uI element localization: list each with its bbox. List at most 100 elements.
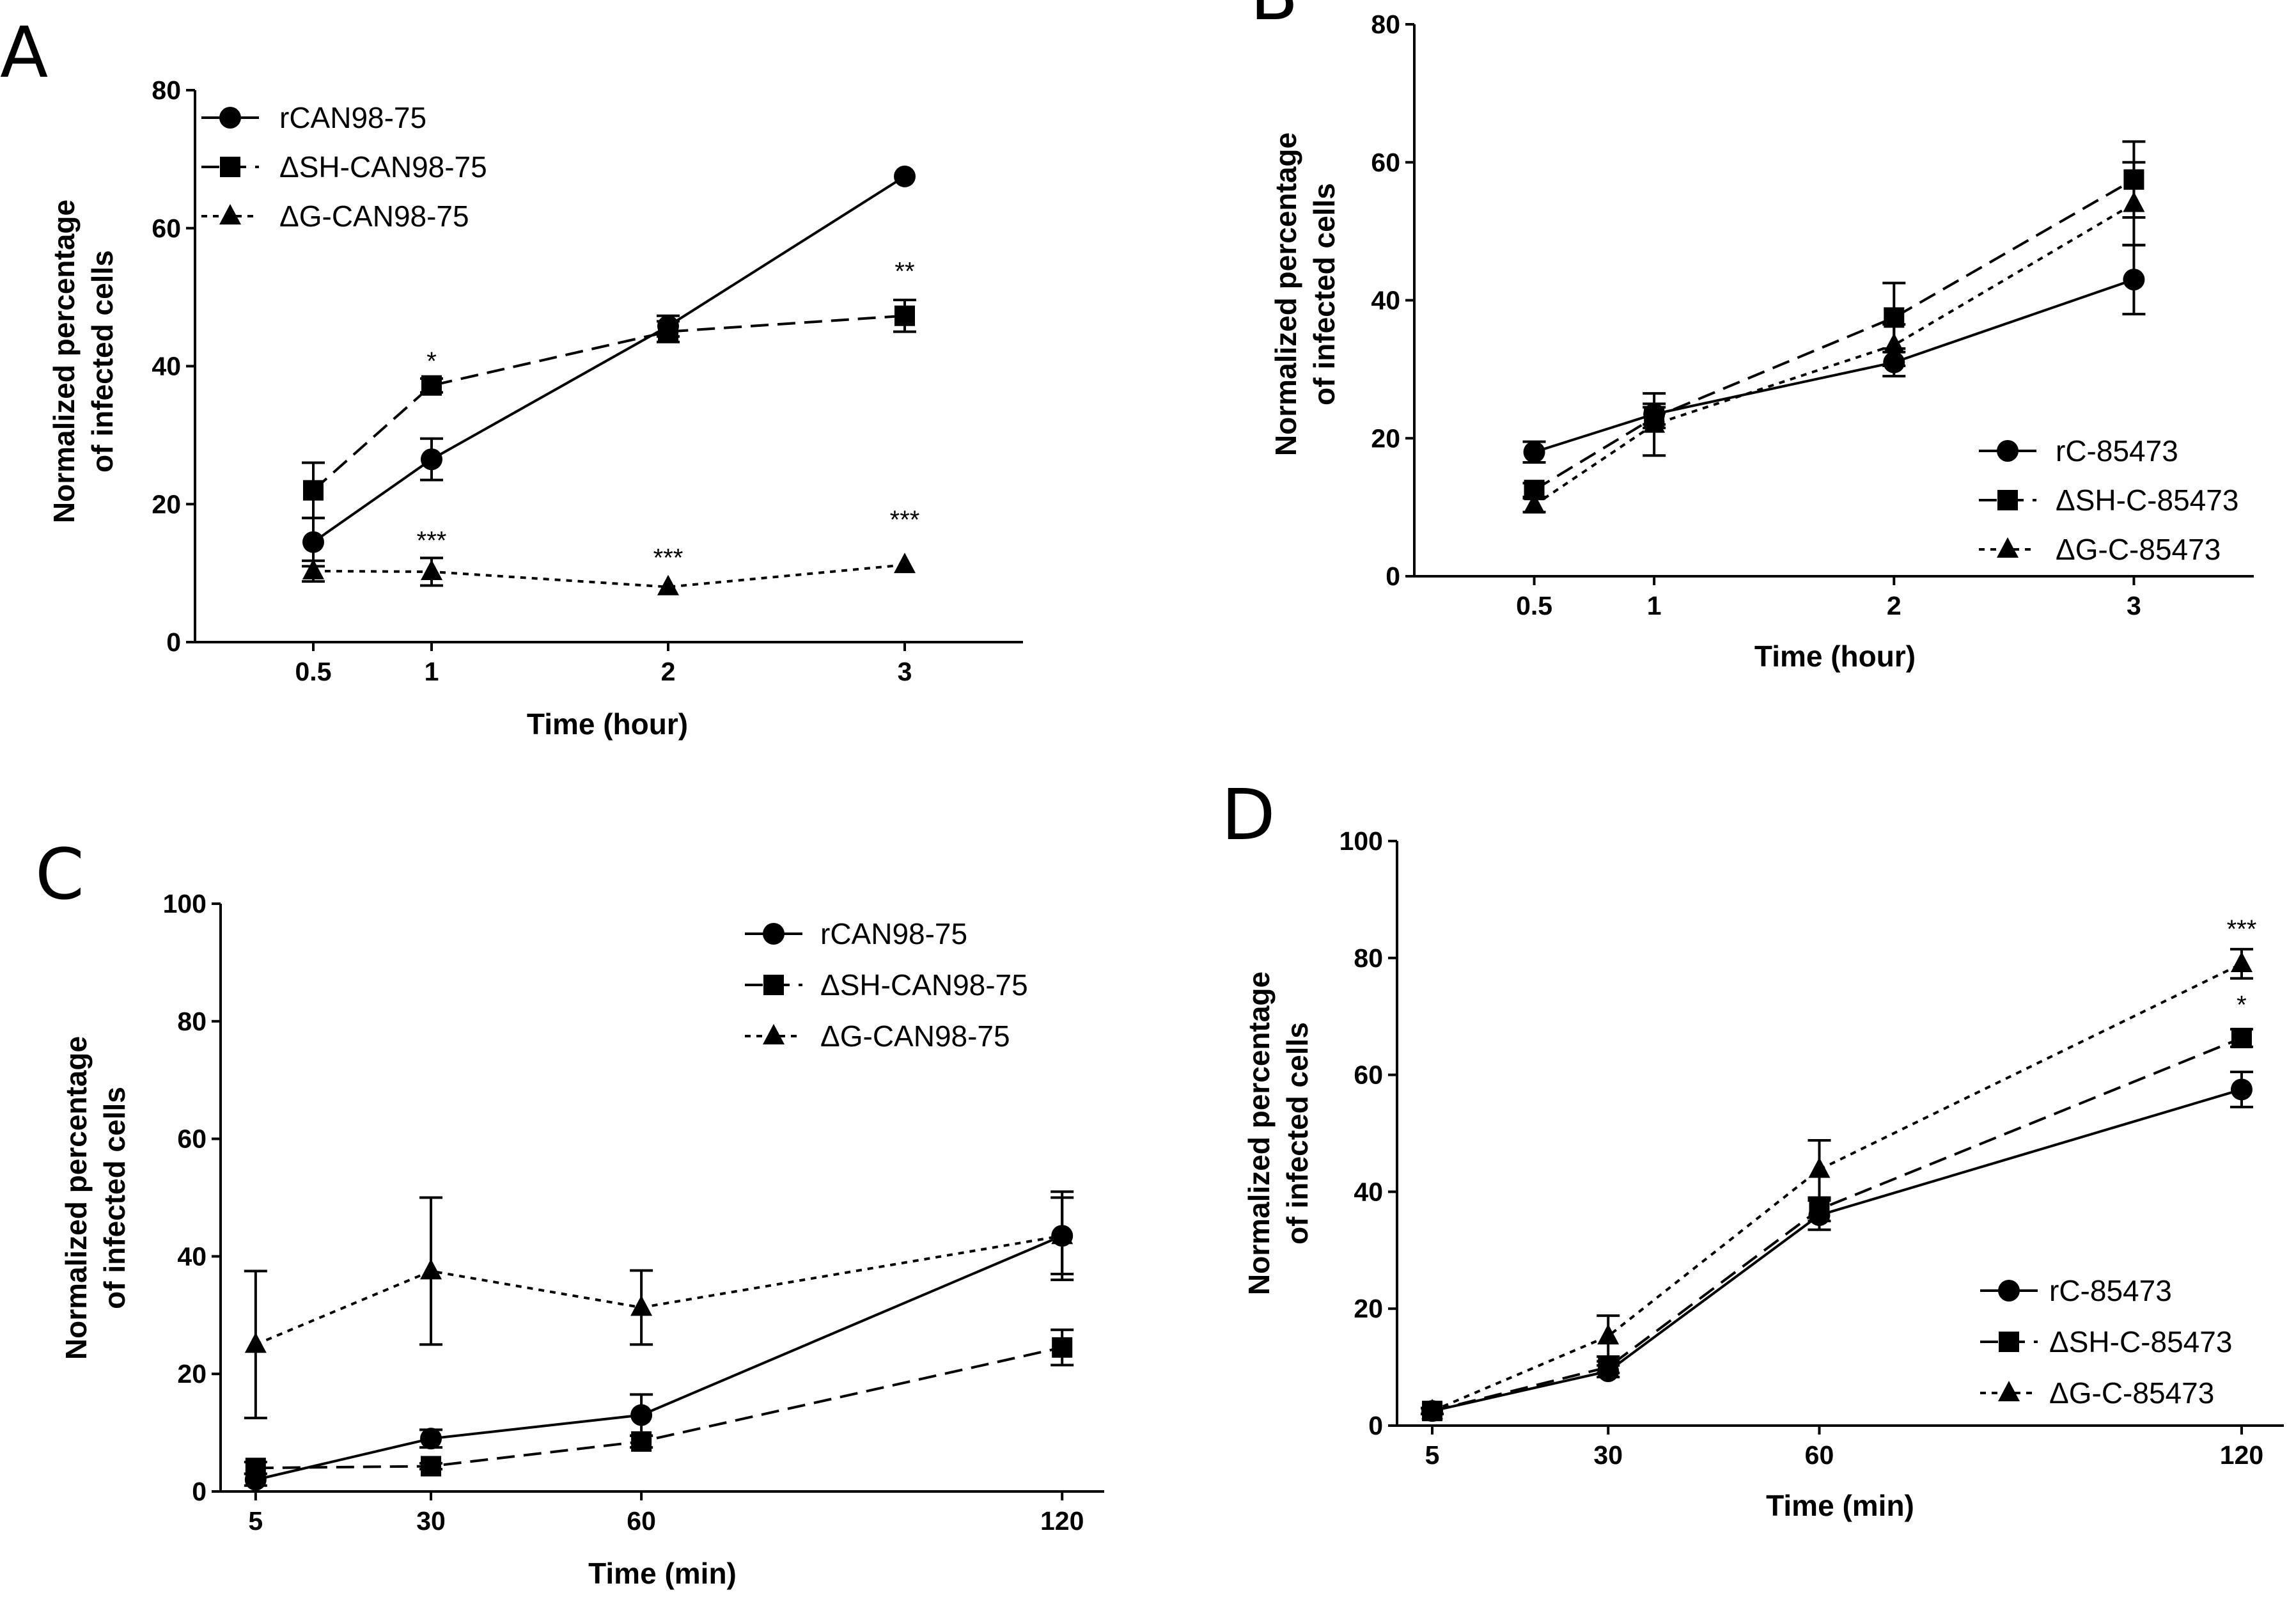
data-point <box>657 574 679 595</box>
series-square <box>244 1328 1074 1479</box>
legend-marker <box>1998 1381 2020 1401</box>
x-axis-title: Time (min) <box>588 1557 737 1590</box>
y-tick-label: 80 <box>177 1007 207 1036</box>
y-tick-label: 20 <box>177 1359 207 1389</box>
x-tick-label: 0.5 <box>295 657 332 686</box>
legend-marker <box>1997 537 2019 558</box>
y-tick-label: 20 <box>152 489 181 519</box>
significance-label: ** <box>894 258 914 286</box>
legend: rCAN98-75 ΔSH-CAN98-75 ΔG-CAN98-75 <box>745 917 1028 1053</box>
series-circle <box>1421 1071 2253 1422</box>
significance-label: *** <box>2227 915 2257 943</box>
y-axis-title-line: Normalized percentage <box>1242 972 1276 1295</box>
x-axis-title: Time (hour) <box>1754 640 1916 673</box>
data-point <box>2123 191 2145 212</box>
data-point <box>894 305 915 326</box>
x-tick-label: 1 <box>1647 591 1662 620</box>
y-tick-label: 100 <box>1339 826 1383 856</box>
series-triangle <box>1522 161 2146 514</box>
x-tick-label: 60 <box>1805 1440 1834 1470</box>
data-point <box>1052 1337 1073 1358</box>
chart-panel-a: A 0 20 40 60 80 0.5 1 2 3 Time (hour) Normalized pe… <box>0 12 1023 741</box>
series-line <box>255 1234 1063 1481</box>
y-axis-title-line: of infected cells <box>86 250 119 473</box>
y-tick-label: 80 <box>152 75 181 105</box>
y-axis-title: Normalized percentage of infected cells <box>47 200 119 523</box>
chart-panel-c: C 0 20 40 60 80 100 5 30 60 120 Time (min) Normalize… <box>35 833 1104 1590</box>
chart-panel-b: B 0 20 40 60 80 0.5 1 2 3 Time (hour) Normalized pe… <box>1250 0 2254 673</box>
data-point <box>1643 412 1666 433</box>
series-circle <box>244 1190 1074 1491</box>
x-tick-label: 5 <box>248 1506 263 1536</box>
legend-label: ΔG-CAN98-75 <box>820 1019 1010 1053</box>
legend-label: rCAN98-75 <box>820 917 967 950</box>
data-point <box>302 558 324 579</box>
significance-label: * <box>426 347 437 375</box>
y-axis-title: Normalized percentage of infected cells <box>1269 132 1341 456</box>
y-axis-title-line: of infected cells <box>98 1087 131 1309</box>
x-tick-label: 30 <box>1593 1440 1623 1470</box>
panel-label: B <box>1250 0 1298 36</box>
y-tick-label: 20 <box>1371 423 1400 453</box>
data-point <box>420 1428 442 1450</box>
legend-marker <box>219 107 241 129</box>
y-tick-label: 0 <box>192 1477 207 1506</box>
data-point <box>1883 333 1905 354</box>
x-tick-label: 2 <box>1887 591 1902 620</box>
legend-label: rC-85473 <box>2056 434 2178 468</box>
data-point <box>1051 1223 1074 1245</box>
data-point <box>630 1295 653 1316</box>
y-tick-label: 0 <box>1368 1411 1383 1440</box>
y-tick-label: 60 <box>1371 148 1400 177</box>
y-tick-label: 60 <box>152 214 181 243</box>
series-triangle <box>302 553 916 595</box>
series-line <box>313 563 905 588</box>
data-point <box>421 1456 442 1477</box>
x-tick-label: 3 <box>898 657 912 686</box>
y-axis-title-line: Normalized percentage <box>1269 132 1302 456</box>
data-point <box>1809 1199 1830 1220</box>
series-line <box>1533 178 2135 491</box>
panel-label: A <box>0 12 48 93</box>
x-tick-label: 3 <box>2127 591 2141 620</box>
legend-label: ΔG-CAN98-75 <box>279 200 469 233</box>
data-point <box>1598 1357 1619 1378</box>
y-tick-label: 40 <box>1354 1177 1383 1206</box>
significance-label: * <box>2237 991 2247 1019</box>
x-tick-label: 2 <box>661 657 676 686</box>
data-point <box>630 1404 653 1426</box>
data-point <box>245 1458 266 1479</box>
x-tick-label: 1 <box>425 657 439 686</box>
series-circle <box>1522 244 2146 464</box>
x-axis-title: Time (min) <box>1766 1489 1914 1522</box>
panel-label: D <box>1221 774 1276 856</box>
y-tick-label: 20 <box>1354 1294 1383 1323</box>
y-tick-label: 100 <box>163 889 207 918</box>
data-point <box>894 165 916 187</box>
legend-label: ΔSH-CAN98-75 <box>279 150 487 184</box>
significance-label: *** <box>653 544 683 572</box>
y-axis-title: Normalized percentage of infected cells <box>1242 972 1314 1295</box>
series-line <box>1533 278 2135 453</box>
data-point <box>1597 1324 1620 1345</box>
y-tick-label: 0 <box>166 627 181 657</box>
data-point <box>1523 441 1545 463</box>
series-line <box>312 175 906 544</box>
legend-label: ΔG-C-85473 <box>2056 533 2221 566</box>
legend-label: ΔSH-CAN98-75 <box>820 968 1028 1002</box>
series-square <box>302 298 916 519</box>
data-point <box>631 1431 652 1452</box>
panel-label: C <box>35 833 84 915</box>
data-point <box>658 321 678 342</box>
data-point <box>894 553 916 574</box>
legend-label: ΔG-C-85473 <box>2049 1376 2214 1410</box>
series-triangle <box>244 1196 1074 1420</box>
y-tick-label: 0 <box>1386 562 1400 591</box>
legend-label: rCAN98-75 <box>279 101 426 134</box>
legend-label: rC-85473 <box>2049 1274 2172 1307</box>
x-tick-label: 120 <box>1040 1506 1084 1536</box>
y-tick-label: 40 <box>1371 286 1400 315</box>
series-line <box>312 314 905 492</box>
legend: rC-85473 ΔSH-C-85473 ΔG-C-85473 <box>1980 1274 2232 1410</box>
y-axis-title-line: of infected cells <box>1308 183 1341 405</box>
